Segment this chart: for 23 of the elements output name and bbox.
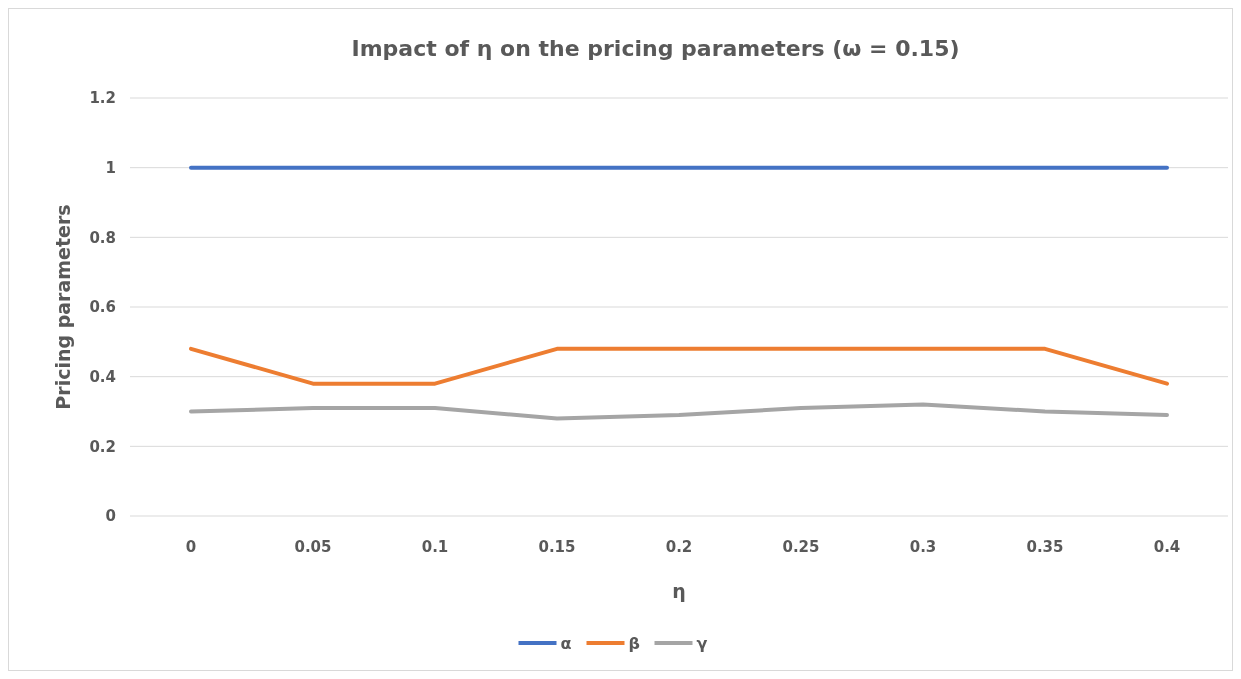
legend-label: α: [560, 633, 572, 653]
x-tick-label: 0.35: [1026, 538, 1064, 556]
y-tick-label: 1.2: [89, 89, 116, 108]
x-tick-label: 0.2: [665, 538, 693, 556]
line-series: [189, 402, 1169, 421]
x-tick-label: 0.15: [538, 538, 576, 556]
y-tick-label: 0: [105, 507, 116, 526]
x-axis-title: η: [672, 580, 686, 602]
legend-label: γ: [696, 633, 708, 653]
x-tick-label: 0.3: [909, 538, 937, 556]
y-tick-label: 1: [105, 158, 116, 177]
x-tick-label: 0: [185, 538, 197, 556]
y-tick-label: 0.6: [89, 298, 116, 317]
x-tick-label: 0.1: [421, 538, 449, 556]
chart-title: Impact of η on the pricing parameters (ω = 0.15): [351, 36, 960, 61]
y-tick-label: 0.4: [89, 367, 116, 386]
legend-label: β: [628, 633, 640, 653]
x-tick-label: 0.25: [782, 538, 820, 556]
y-tick-label: 0.8: [89, 228, 116, 247]
x-tick-label: 0.4: [1153, 538, 1181, 556]
y-tick-label: 0.2: [89, 437, 116, 456]
y-axis-title: Pricing parameters: [52, 204, 74, 410]
x-tick-label: 0.05: [294, 538, 332, 556]
